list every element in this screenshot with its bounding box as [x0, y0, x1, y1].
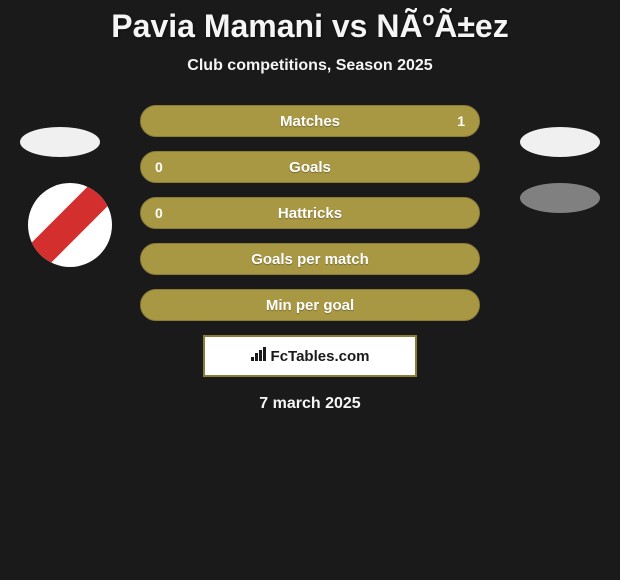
stat-bar-goals: 0 Goals [140, 151, 480, 183]
stat-label: Goals [289, 159, 331, 176]
stat-bar-hattricks: 0 Hattricks [140, 197, 480, 229]
stat-value-left: 0 [155, 159, 163, 175]
stat-value-left: 0 [155, 205, 163, 221]
source-logo[interactable]: FcTables.com [203, 335, 417, 377]
subtitle: Club competitions, Season 2025 [0, 57, 620, 75]
date: 7 march 2025 [20, 395, 600, 413]
stat-label: Matches [280, 113, 340, 130]
stat-label: Min per goal [266, 297, 354, 314]
logo-text: FcTables.com [271, 348, 370, 365]
stat-label: Hattricks [278, 205, 342, 222]
stats-list: Matches 1 0 Goals 0 Hattricks Goals per … [20, 105, 600, 321]
stat-bar-min-per-goal: Min per goal [140, 289, 480, 321]
stat-bar-goals-per-match: Goals per match [140, 243, 480, 275]
stats-area: Matches 1 0 Goals 0 Hattricks Goals per … [0, 105, 620, 413]
comparison-widget: Pavia Mamani vs NÃºÃ±ez Club competition… [0, 0, 620, 413]
stat-label: Goals per match [251, 251, 369, 268]
chart-icon [251, 347, 267, 366]
page-title: Pavia Mamani vs NÃºÃ±ez [0, 0, 620, 45]
stat-bar-matches: Matches 1 [140, 105, 480, 137]
stat-value-right: 1 [457, 113, 465, 129]
